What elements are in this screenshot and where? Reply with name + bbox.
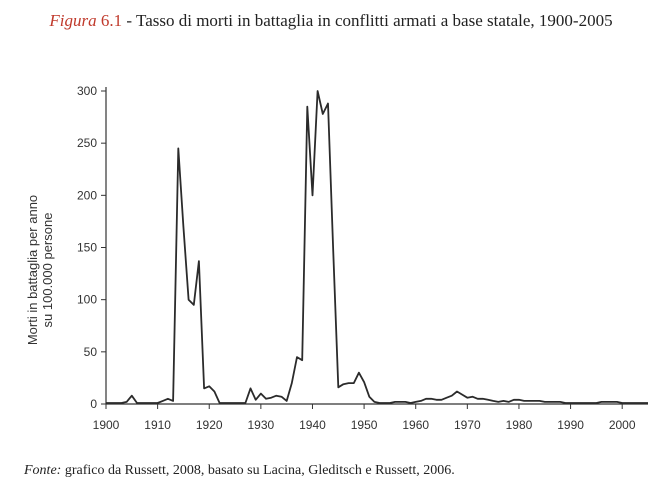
y-tick-label: 50 — [84, 345, 98, 359]
x-tick-label: 1970 — [454, 418, 481, 432]
axes: 0 50 100 150 200 250 300 1900 1910 1920 1930 1940 19… — [77, 84, 648, 432]
source-note: Fonte: grafico da Russett, 2008, basato … — [24, 463, 455, 479]
figure-caption: Figura 6.1 - Tasso di morti in battaglia… — [20, 8, 642, 33]
y-tick-label: 200 — [77, 188, 97, 202]
figure-number: Figura 6.1 — [49, 11, 123, 30]
x-tick-label: 2000 — [609, 418, 636, 432]
source-label: Fonte: — [24, 463, 62, 478]
source-text: grafico da Russett, 2008, basato su Laci… — [64, 463, 455, 478]
series-layer — [106, 90, 648, 404]
caption-separator: - — [126, 11, 133, 30]
x-tick-label: 1960 — [402, 418, 429, 432]
x-tick-label: 1930 — [248, 418, 275, 432]
chart-title: Tasso di morti in battaglia in conflitti… — [136, 11, 613, 30]
x-tick-label: 1940 — [299, 418, 326, 432]
x-tick-label: 1900 — [93, 418, 120, 432]
y-axis-title-line-2: su 100.000 persone — [40, 213, 55, 328]
y-axis-title: Morti in battaglia per anno su 100.000 p… — [25, 195, 55, 345]
x-tick-label: 1980 — [506, 418, 533, 432]
y-tick-label: 100 — [77, 293, 97, 307]
x-tick-label: 1950 — [351, 418, 378, 432]
series-line — [106, 90, 648, 404]
y-axis-title-line-1: Morti in battaglia per anno — [25, 195, 40, 345]
y-tick-label: 0 — [90, 397, 97, 411]
y-tick-label: 150 — [77, 241, 97, 255]
x-tick-label: 1990 — [557, 418, 584, 432]
x-tick-label: 1910 — [144, 418, 171, 432]
y-tick-label: 250 — [77, 136, 97, 150]
x-tick-label: 1920 — [196, 418, 223, 432]
y-tick-label: 300 — [77, 84, 97, 98]
